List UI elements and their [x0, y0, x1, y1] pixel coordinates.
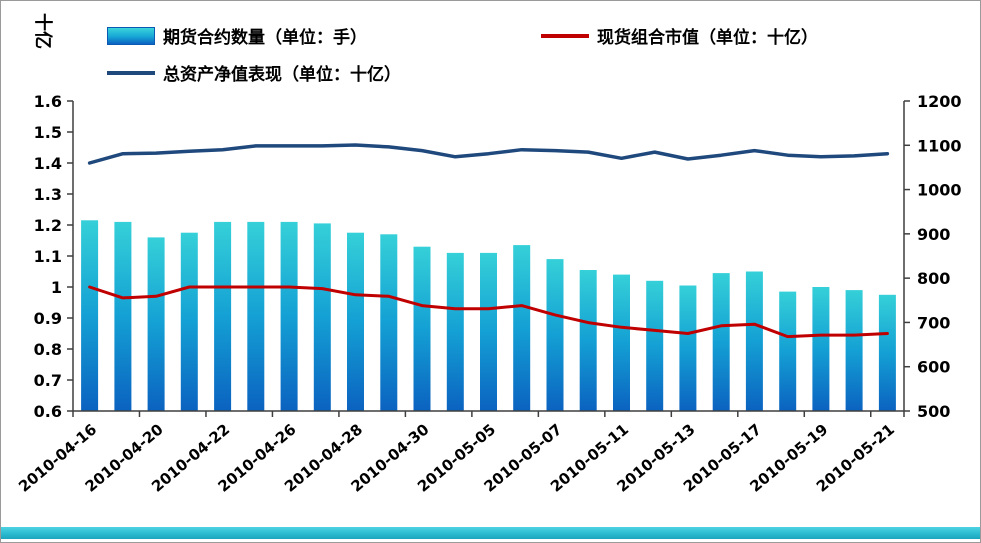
- svg-text:0.6: 0.6: [34, 402, 62, 421]
- red-line-swatch-icon: [541, 33, 589, 38]
- svg-text:1: 1: [51, 278, 62, 297]
- legend-label-total-nav: 总资产净值表现（单位：十亿）: [163, 65, 401, 85]
- svg-text:1.6: 1.6: [34, 92, 62, 111]
- svg-text:1100: 1100: [917, 136, 962, 155]
- svg-text:900: 900: [917, 225, 950, 244]
- svg-text:十亿: 十亿: [32, 13, 54, 49]
- svg-text:1.1: 1.1: [34, 247, 62, 266]
- svg-text:0.8: 0.8: [34, 340, 62, 359]
- svg-text:0.7: 0.7: [34, 371, 62, 390]
- bar-series-swatch-icon: [107, 26, 155, 45]
- svg-text:1000: 1000: [917, 181, 962, 200]
- navy-line-swatch-icon: [107, 70, 155, 75]
- svg-text:1.2: 1.2: [34, 216, 62, 235]
- svg-text:1.3: 1.3: [34, 185, 62, 204]
- svg-text:1.4: 1.4: [34, 154, 62, 173]
- svg-text:500: 500: [917, 402, 950, 421]
- legend-item-total-nav: 总资产净值表现（单位：十亿）: [107, 60, 401, 85]
- legend-item-futures-contracts: 期货合约数量（单位：手）: [107, 23, 367, 48]
- legend-label-spot-portfolio: 现货组合市值（单位：十亿）: [597, 28, 818, 48]
- svg-text:800: 800: [917, 269, 950, 288]
- legend-item-spot-portfolio: 现货组合市值（单位：十亿）: [541, 23, 818, 48]
- legend-label-futures-contracts: 期货合约数量（单位：手）: [163, 28, 367, 48]
- svg-text:1.5: 1.5: [34, 123, 62, 142]
- svg-text:600: 600: [917, 358, 950, 377]
- bottom-accent-bar: [1, 527, 980, 539]
- svg-text:1200: 1200: [917, 92, 962, 111]
- svg-text:700: 700: [917, 313, 950, 332]
- svg-text:0.9: 0.9: [34, 309, 62, 328]
